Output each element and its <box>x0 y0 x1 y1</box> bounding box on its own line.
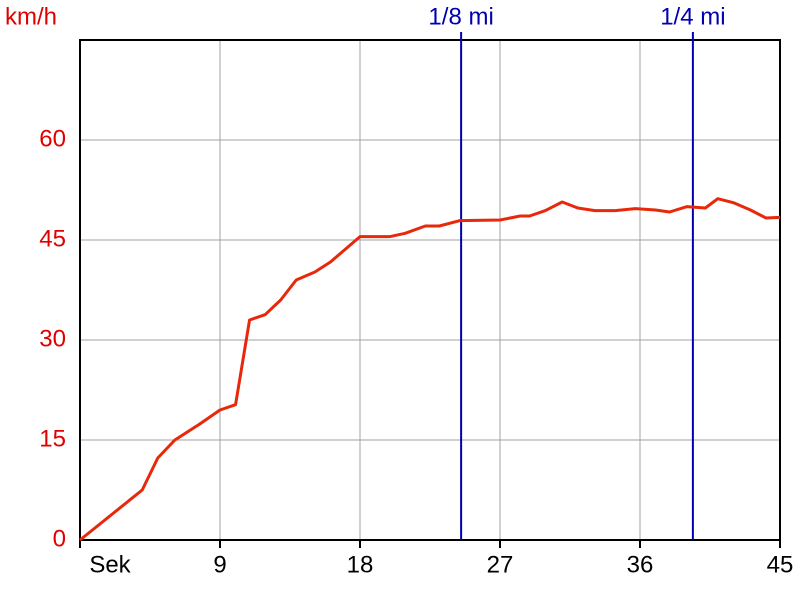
x-tick-label: 36 <box>627 551 654 578</box>
plot-frame <box>79 39 781 541</box>
y-axis-label: km/h <box>5 3 57 30</box>
distance-marker-label: 1/4 mi <box>660 3 725 30</box>
y-tick-label: 0 <box>53 525 66 552</box>
x-tick-label: 27 <box>487 551 514 578</box>
x-tick-label: 45 <box>767 551 794 578</box>
distance-marker-label: 1/8 mi <box>428 3 493 30</box>
y-tick-label: 15 <box>39 425 66 452</box>
speed-line <box>79 197 781 542</box>
x-tick-label: 18 <box>347 551 374 578</box>
x-tick-label: 9 <box>213 551 226 578</box>
y-tick-label: 45 <box>39 225 66 252</box>
y-tick-label: 60 <box>39 125 66 152</box>
y-tick-label: 30 <box>39 325 66 352</box>
x-tick-label: Sek <box>89 551 131 578</box>
